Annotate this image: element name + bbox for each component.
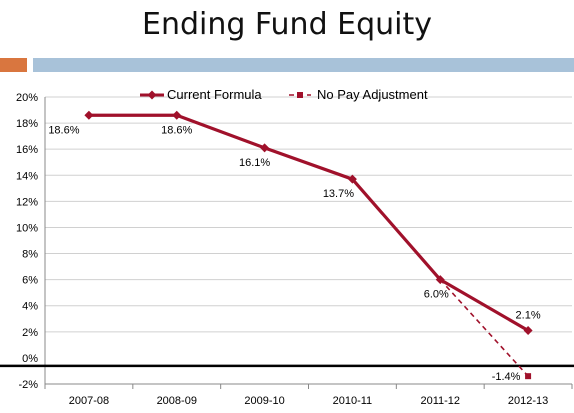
- data-labels: 18.6% 18.6% 16.1% 13.7% 6.0% 2.1% -1.4%: [48, 124, 541, 383]
- data-label: 16.1%: [239, 157, 270, 169]
- x-tick-label: 2011-12: [420, 395, 460, 407]
- slide-title: Ending Fund Equity: [141, 7, 433, 42]
- data-point-diamond: [260, 143, 270, 153]
- legend-marker-diamond: [147, 90, 157, 100]
- accent-bar-blue: [33, 58, 574, 72]
- y-tick-label: 14%: [16, 170, 38, 182]
- y-tick-label: -2%: [18, 379, 38, 391]
- data-point-diamond: [172, 110, 182, 120]
- legend-label-current-formula: Current Formula: [167, 87, 262, 102]
- y-tick-label: 10%: [16, 222, 38, 234]
- y-tick-label: 16%: [16, 144, 38, 156]
- series-line-1: [439, 279, 529, 377]
- x-tick-label: 2012-13: [508, 395, 548, 407]
- series: [84, 110, 533, 380]
- data-label: -1.4%: [492, 371, 521, 383]
- data-label: 6.0%: [424, 289, 449, 301]
- data-label: 2.1%: [516, 310, 541, 322]
- x-tick-label: 2008-09: [157, 395, 197, 407]
- data-point-square: [525, 373, 532, 380]
- y-tick-label: 2%: [22, 327, 38, 339]
- axes: -2% 0% 2% 4% 6% 8% 10% 12% 14% 16% 18% 20% 2007-08 20…: [0, 92, 574, 407]
- data-label: 13.7%: [323, 188, 354, 200]
- accent-bar-orange: [0, 58, 27, 72]
- y-tick-label: 12%: [16, 196, 38, 208]
- y-tick-label: 8%: [22, 249, 38, 261]
- y-tick-label: 4%: [22, 301, 38, 313]
- y-tick-label: 18%: [16, 118, 38, 130]
- x-tick-label: 2007-08: [69, 395, 109, 407]
- gridlines: [45, 96, 572, 385]
- line-chart: -2% 0% 2% 4% 6% 8% 10% 12% 14% 16% 18% 20% 2007-08 20…: [0, 87, 574, 407]
- x-tick-label: 2010-11: [333, 395, 373, 407]
- data-label: 18.6%: [48, 124, 79, 136]
- series-line-0: [88, 113, 529, 332]
- y-tick-label: 0%: [22, 353, 38, 365]
- legend: Current Formula No Pay Adjustment: [140, 87, 428, 102]
- y-tick-label: 6%: [22, 275, 38, 287]
- x-tick-label: 2009-10: [244, 395, 284, 407]
- legend-marker-square: [297, 92, 303, 98]
- data-point-diamond: [84, 110, 94, 120]
- y-tick-label: 20%: [16, 92, 38, 104]
- data-point-diamond: [523, 326, 533, 336]
- legend-label-no-pay-adjustment: No Pay Adjustment: [317, 87, 428, 102]
- data-label: 18.6%: [161, 124, 192, 136]
- data-point-diamond: [347, 174, 357, 184]
